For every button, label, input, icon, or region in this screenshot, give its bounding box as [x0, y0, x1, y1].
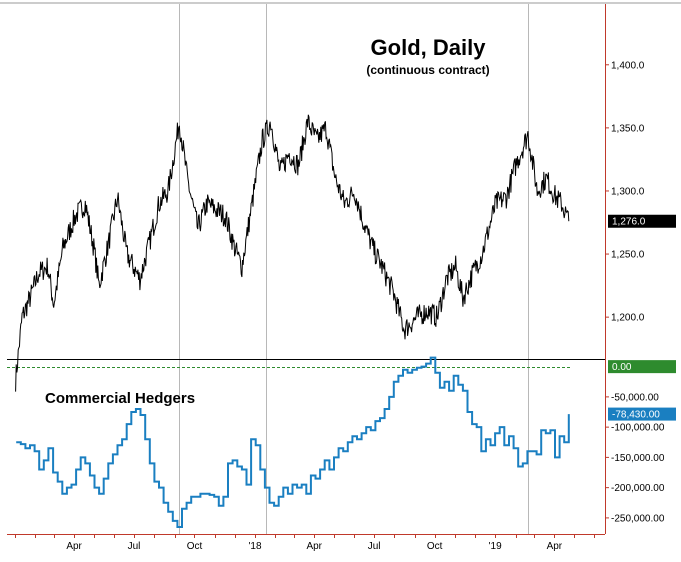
x-tick-label-7: '19 [489, 541, 502, 552]
hedgers-tick-label-1: -200,000.00 [611, 483, 665, 494]
last-price-badge: 1,276.0 [612, 217, 646, 228]
chart-title: Gold, Daily [371, 35, 487, 60]
hedgers-tick-label-0: -250,000.00 [611, 513, 665, 524]
x-tick-label-8: Apr [547, 541, 563, 552]
zero-value-badge: 0.00 [612, 362, 632, 373]
x-tick-label-6: Oct [427, 541, 443, 552]
price-tick-label-1: 1,250.0 [611, 250, 645, 261]
price-tick-label-0: 1,200.0 [611, 313, 645, 324]
x-tick-label-4: Apr [306, 541, 322, 552]
x-tick-label-3: '18 [248, 541, 261, 552]
commercial-hedgers-line [16, 356, 570, 528]
last-price-badge-bg [608, 214, 676, 228]
price-tick-label-4: 1,400.0 [611, 60, 645, 71]
x-tick-label-2: Oct [187, 541, 203, 552]
x-tick-label-5: Jul [368, 541, 381, 552]
hedgers-tick-label-4: -50,000.00 [611, 392, 659, 403]
price-tick-label-3: 1,350.0 [611, 123, 645, 134]
price-tick-label-2: 1,300.0 [611, 186, 645, 197]
gold-price-line [15, 114, 570, 392]
hedgers-tick-label-3: -100,000.00 [611, 423, 665, 434]
chart-subtitle: (continuous contract) [366, 63, 489, 77]
last-hedgers-badge: -78,430.00 [612, 410, 660, 421]
last-hedgers-badge-bg [608, 407, 676, 421]
hedgers-panel-title: Commercial Hedgers [45, 390, 195, 407]
x-tick-label-0: Apr [66, 541, 82, 552]
x-tick-label-1: Jul [128, 541, 141, 552]
zero-value-badge-bg [608, 360, 676, 374]
hedgers-tick-label-2: -150,000.00 [611, 453, 665, 464]
